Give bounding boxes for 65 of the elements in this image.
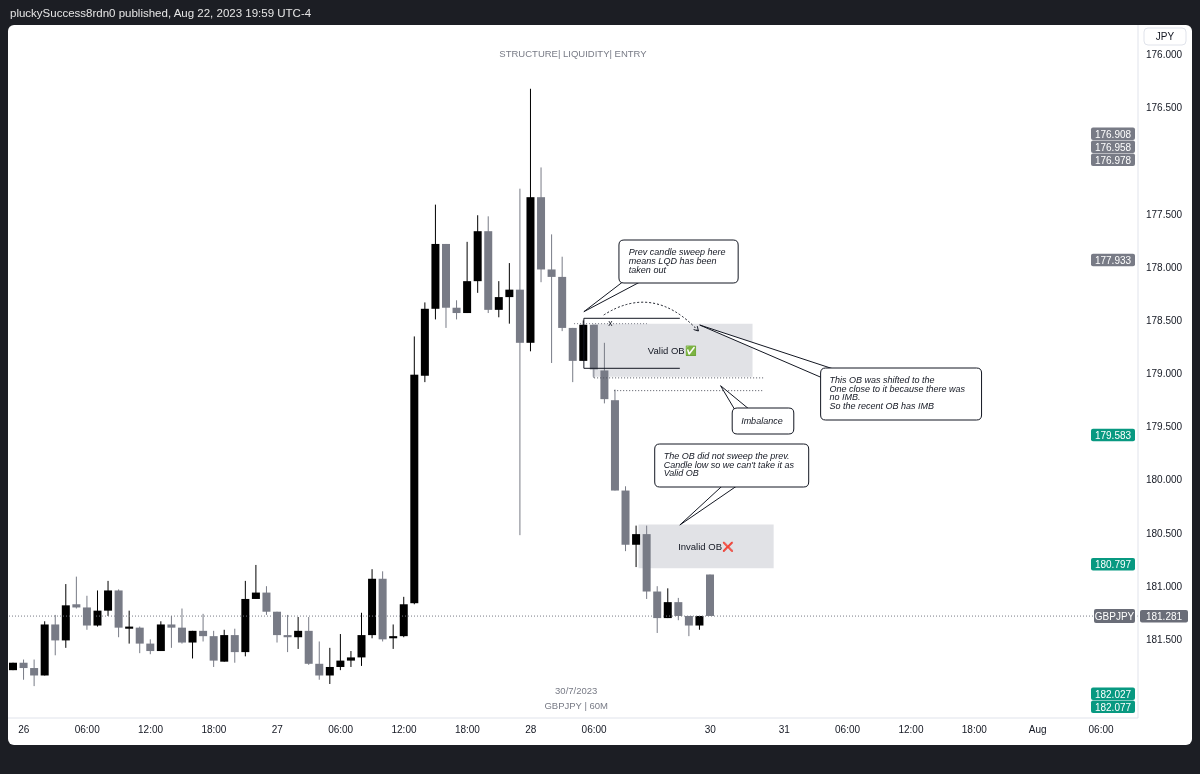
x-tick-label: 18:00: [961, 724, 988, 736]
y-tick-label: 176.500: [1146, 102, 1183, 114]
y-tick-label: 181.000: [1146, 580, 1183, 592]
x-tick-label: 12:00: [138, 724, 164, 736]
candlestick: [663, 587, 672, 619]
annotation: The OB did not sweep the prev. Candle low so we can't take it as Valid OB: [663, 451, 795, 479]
annotation: Imbalance: [741, 416, 783, 427]
candlestick: [125, 610, 134, 645]
annotation: Prev candle sweep here means LQD has been taken out: [628, 247, 726, 275]
candlestick: [547, 233, 556, 364]
candlestick: [93, 589, 102, 628]
x-tick-label: 12:00: [898, 724, 924, 736]
y-tick-label: 180.000: [1146, 474, 1183, 486]
x-tick-label: 18:00: [201, 724, 227, 736]
y-tick-label: 180.500: [1146, 527, 1183, 539]
candlestick: [262, 585, 271, 616]
x-tick-label: 06:00: [1088, 724, 1114, 736]
annotation: This OB was shifted to the One close to it because there was no IMB. So the recent OB has IMB: [829, 375, 966, 412]
candlestick: [452, 299, 461, 320]
candlestick: [230, 628, 239, 664]
x-tick-label: 27: [271, 724, 284, 736]
x-tick-label: 26: [18, 724, 30, 736]
candlestick: [389, 623, 398, 650]
x-tick-label: 06:00: [835, 724, 861, 736]
y-tick-label: 178.000: [1146, 261, 1183, 273]
ref-line-label: x: [608, 318, 614, 329]
x-tick-label: 31: [778, 724, 791, 736]
text: pluckySuccess8rdn0 published, Aug 22, 2023 19:59 UTC-4: [10, 7, 312, 19]
candlestick: [135, 626, 144, 654]
text: STRUCTURE| LIQUIDITY| ENTRY: [499, 47, 648, 59]
x-tick-label: 06:00: [74, 724, 101, 736]
candlestick: [325, 647, 334, 685]
candlestick: [294, 616, 303, 650]
band-label: Valid OB✅: [647, 344, 697, 357]
annotation: GBPJPY | 60M: [544, 699, 609, 711]
annotation: 30/7/2023: [555, 684, 598, 696]
candlestick: [188, 630, 197, 659]
y-axis-title: JPY: [1155, 31, 1175, 42]
x-tick-label: 12:00: [391, 724, 417, 736]
candlestick: [632, 525, 641, 568]
candlestick: [19, 659, 28, 681]
y-tick-label: 179.500: [1146, 421, 1183, 433]
candlestick: [315, 640, 324, 681]
x-tick-label: 28: [525, 724, 537, 736]
x-tick-label: 30: [704, 724, 717, 736]
candlestick: [30, 659, 39, 687]
candlestick: [251, 564, 260, 600]
y-tick-label: 179.000: [1146, 368, 1183, 380]
candlestick: [505, 262, 514, 325]
x-tick-label: Aug: [1028, 724, 1047, 736]
band-label: Invalid OB❌: [678, 540, 734, 553]
x-tick-label: 06:00: [581, 724, 608, 736]
candlestick: [72, 576, 81, 610]
y-tick-label: 177.500: [1146, 208, 1183, 220]
candlestick: [336, 633, 345, 671]
price-tag: GBPJPY: [1094, 609, 1135, 624]
candlestick: [357, 612, 366, 667]
candlestick: [104, 580, 113, 617]
y-tick-label: 181.500: [1146, 633, 1183, 645]
x-tick-label: 18:00: [454, 724, 481, 736]
y-tick-label: 176.000: [1146, 49, 1183, 61]
x-tick-label: 06:00: [328, 724, 354, 736]
candlestick: [346, 650, 355, 668]
candlestick: [494, 280, 503, 318]
y-tick-label: 178.500: [1146, 315, 1183, 327]
